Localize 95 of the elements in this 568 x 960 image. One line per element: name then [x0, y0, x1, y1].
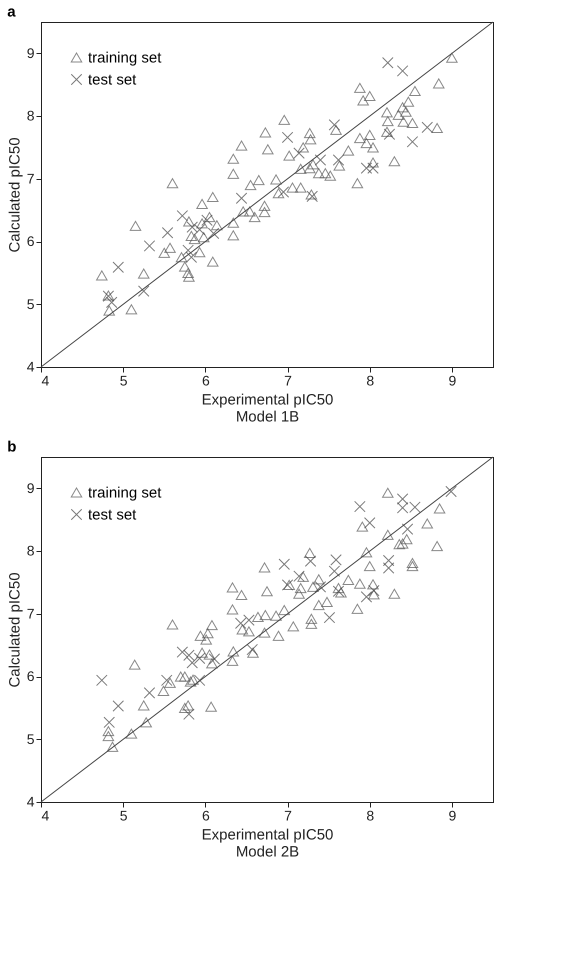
- text: Model 1B: [236, 408, 300, 426]
- point: [144, 687, 156, 699]
- point: [162, 227, 174, 239]
- point: [406, 136, 418, 148]
- point: [236, 192, 248, 204]
- chart-title: b: [7, 438, 16, 456]
- x-axis-title: Experimental pIC50: [202, 826, 334, 844]
- x-tick-label: 8: [366, 372, 374, 388]
- chart-title: a: [7, 4, 16, 20]
- point: [160, 674, 172, 686]
- point: [402, 523, 414, 535]
- point: [144, 240, 156, 252]
- point: [186, 251, 198, 263]
- x-axis-title: Experimental pIC50: [202, 392, 334, 408]
- x-tick-label: 7: [284, 808, 292, 824]
- point: [328, 119, 340, 131]
- legend-label: test set: [88, 72, 138, 88]
- legend-label: training set: [88, 484, 162, 502]
- y-tick-label: 5: [26, 730, 35, 747]
- point: [103, 716, 115, 728]
- point: [396, 493, 408, 505]
- point: [96, 674, 108, 686]
- y-tick-label: 8: [26, 542, 35, 559]
- x-tick-label: 6: [202, 372, 210, 388]
- y-tick-label: 9: [26, 480, 35, 496]
- y-tick-label: 6: [26, 668, 35, 684]
- point: [246, 644, 258, 656]
- point: [382, 57, 394, 69]
- x-tick-label: 8: [366, 808, 374, 824]
- point: [360, 591, 372, 603]
- point: [194, 674, 206, 686]
- x-tick-label: 5: [120, 372, 128, 388]
- point: [278, 558, 290, 570]
- point: [186, 221, 198, 233]
- point: [324, 612, 336, 624]
- point: [314, 154, 326, 166]
- x-tick-label: 4: [42, 372, 50, 388]
- y-tick-label: 7: [26, 170, 35, 186]
- legend-label: training set: [88, 50, 162, 66]
- point: [293, 147, 305, 159]
- point: [422, 122, 433, 134]
- x-tick-label: 9: [448, 808, 457, 824]
- point: [384, 128, 396, 140]
- point: [367, 162, 379, 174]
- point: [183, 649, 195, 661]
- point: [282, 132, 294, 144]
- point: [112, 700, 124, 712]
- x-tick-label: 5: [120, 808, 128, 824]
- y-axis-title: Calculated pIC50: [6, 572, 24, 688]
- legend-label: test set: [88, 506, 138, 524]
- y-tick-label: 4: [26, 358, 35, 374]
- point: [382, 562, 394, 574]
- point: [106, 296, 118, 308]
- y-tick-label: 4: [26, 794, 35, 810]
- point: [182, 244, 194, 256]
- point: [278, 186, 290, 198]
- point: [332, 154, 344, 166]
- y-tick-label: 5: [26, 296, 35, 312]
- point: [293, 570, 305, 582]
- point: [306, 190, 318, 202]
- point: [304, 555, 316, 567]
- y-tick-label: 6: [26, 233, 35, 250]
- point: [194, 652, 206, 664]
- point: [208, 228, 220, 240]
- point: [328, 565, 340, 577]
- point: [176, 646, 188, 658]
- point: [176, 210, 188, 222]
- point: [201, 214, 213, 226]
- point: [186, 657, 198, 668]
- point: [112, 262, 124, 274]
- x-tick-label: 7: [284, 372, 292, 388]
- point: [314, 581, 326, 593]
- point: [243, 614, 255, 626]
- x-tick-label: 4: [42, 808, 50, 824]
- point: [234, 617, 246, 629]
- y-tick-label: 8: [26, 108, 35, 124]
- y-tick-label: 9: [26, 44, 35, 61]
- x-tick-label: 6: [202, 808, 210, 824]
- point: [330, 554, 342, 566]
- point: [332, 585, 344, 597]
- point: [194, 224, 206, 236]
- y-axis-title: Calculated pIC50: [6, 137, 24, 253]
- x-tick-label: 9: [448, 372, 457, 388]
- point: [208, 653, 220, 665]
- point: [354, 500, 366, 512]
- point: [360, 162, 372, 174]
- point: [364, 517, 376, 529]
- point: [138, 285, 150, 297]
- point: [368, 584, 380, 596]
- point: [382, 554, 394, 566]
- point: [396, 65, 408, 77]
- y-tick-label: 7: [26, 605, 35, 622]
- point: [183, 708, 195, 720]
- text: Model 2B: [236, 844, 300, 860]
- point: [445, 486, 457, 498]
